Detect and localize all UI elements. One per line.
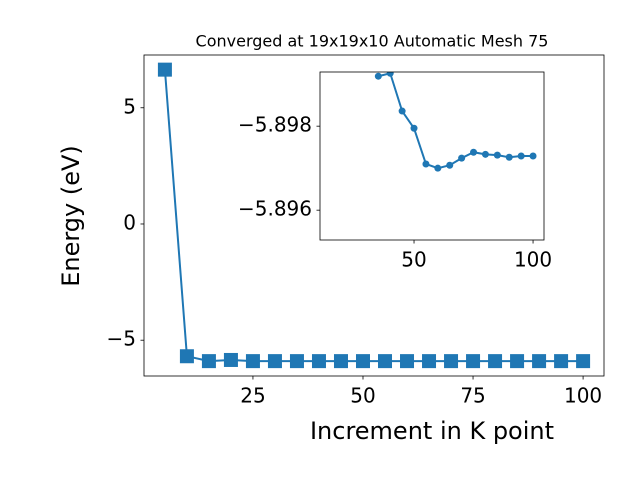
- marker: [386, 72, 394, 77]
- marker: [529, 152, 537, 160]
- axes-frame: [319, 71, 545, 241]
- marker: [505, 153, 513, 161]
- marker: [355, 354, 370, 369]
- x-tick-label: 100: [564, 384, 602, 408]
- y-axis-label: Energy (eV): [57, 145, 85, 287]
- plot-content: [374, 72, 537, 172]
- y-tick-label: 5: [123, 94, 136, 118]
- marker: [378, 354, 393, 369]
- marker: [488, 354, 503, 369]
- marker: [481, 150, 489, 158]
- x-tick-label: 25: [240, 384, 265, 408]
- marker: [493, 151, 501, 159]
- x-axis-label: Increment in K point: [310, 417, 554, 445]
- marker: [245, 354, 260, 369]
- marker: [446, 161, 454, 169]
- marker: [466, 354, 481, 369]
- x-tick-label: 50: [350, 384, 375, 408]
- marker: [576, 354, 591, 369]
- marker: [517, 152, 525, 160]
- x-tick-label: 50: [401, 248, 426, 272]
- marker: [333, 354, 348, 369]
- marker: [422, 354, 437, 369]
- marker: [532, 354, 547, 369]
- marker: [223, 352, 238, 367]
- marker: [470, 148, 478, 156]
- y-tick-label: −5.898: [238, 113, 312, 137]
- marker: [458, 154, 466, 162]
- marker: [554, 354, 569, 369]
- marker: [179, 349, 194, 364]
- marker: [267, 354, 282, 369]
- marker: [444, 354, 459, 369]
- marker: [398, 107, 406, 115]
- marker: [311, 354, 326, 369]
- x-tick-label: 75: [460, 384, 485, 408]
- marker: [201, 354, 216, 369]
- marker: [157, 62, 172, 77]
- marker: [422, 160, 430, 168]
- y-tick-label: −5.896: [238, 197, 312, 221]
- marker: [434, 164, 442, 172]
- axes-frame: [143, 54, 605, 377]
- marker: [374, 72, 382, 80]
- x-tick-label: 100: [514, 248, 552, 272]
- y-tick-label: −5: [107, 327, 136, 351]
- marker: [400, 354, 415, 369]
- marker: [410, 124, 418, 132]
- marker: [289, 354, 304, 369]
- plot-content: [157, 62, 591, 369]
- marker: [510, 354, 525, 369]
- chart-title: Converged at 19x19x10 Automatic Mesh 75: [196, 32, 549, 51]
- y-tick-label: 0: [123, 210, 136, 234]
